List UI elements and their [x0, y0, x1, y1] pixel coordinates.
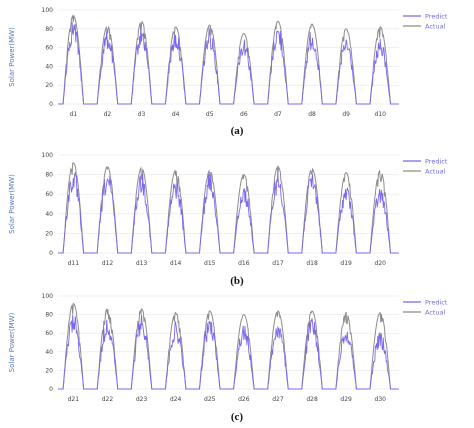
x-category-label: d13: [136, 260, 148, 267]
series-line-actual: [58, 302, 399, 390]
x-category-label: d23: [136, 396, 148, 403]
x-category-label: d7: [274, 111, 282, 118]
legend-label-predict: Predict: [425, 299, 448, 307]
panel-caption: (b): [230, 275, 244, 287]
legend: Predict Actual: [403, 13, 448, 31]
x-category-label: d3: [138, 111, 146, 118]
y-axis-title: Solar Power(MW): [8, 312, 16, 372]
chart-panel-3: 0 20 40 60 80 100 Solar Power(MW) d21 d22 d23 d24 d…: [8, 293, 448, 423]
x-category-label: d28: [306, 396, 318, 403]
x-category-label: d1: [70, 111, 78, 118]
legend-label-actual: Actual: [425, 309, 446, 317]
y-tick-label: 80: [45, 172, 53, 179]
x-category-label: d30: [375, 396, 387, 403]
y-tick-label: 100: [42, 7, 54, 14]
y-tick-label: 20: [45, 82, 53, 89]
y-tick-label: 40: [45, 211, 53, 218]
x-category-label: d9: [342, 111, 350, 118]
x-category-label: d5: [206, 111, 214, 118]
y-tick-label: 0: [49, 250, 53, 257]
x-category-label: d20: [375, 260, 387, 267]
y-tick-label: 60: [45, 330, 53, 337]
series-line-predict: [58, 314, 399, 390]
legend-label-actual: Actual: [425, 23, 446, 31]
y-tick-label: 0: [49, 386, 53, 393]
x-category-label: d24: [170, 396, 182, 403]
x-category-label: d21: [68, 396, 80, 403]
x-category-label: d18: [306, 260, 318, 267]
y-tick-label: 0: [49, 101, 53, 108]
y-tick-label: 40: [45, 349, 53, 356]
y-tick-label: 40: [45, 63, 53, 70]
panel-caption: (a): [231, 125, 244, 137]
legend-label-actual: Actual: [425, 168, 446, 176]
series-line-actual: [58, 162, 399, 254]
series-line-predict: [58, 21, 399, 105]
x-category-label: d8: [308, 111, 316, 118]
x-category-label: d6: [240, 111, 248, 118]
legend-label-predict: Predict: [425, 13, 448, 21]
x-category-label: d19: [340, 260, 352, 267]
x-category-label: d2: [104, 111, 112, 118]
legend: Predict Actual: [403, 158, 448, 176]
x-category-label: d22: [102, 396, 114, 403]
x-category-label: d10: [375, 111, 387, 118]
y-tick-label: 80: [45, 26, 53, 33]
x-category-label: d14: [170, 260, 182, 267]
x-category-label: d26: [238, 396, 250, 403]
y-tick-label: 60: [45, 191, 53, 198]
x-category-label: d11: [68, 260, 80, 267]
x-category-label: d4: [172, 111, 180, 118]
y-tick-label: 20: [45, 230, 53, 237]
legend: Predict Actual: [403, 299, 448, 317]
panel-caption: (c): [231, 411, 244, 423]
y-tick-label: 100: [42, 152, 54, 159]
chart-panel-2: 0 20 40 60 80 100 Solar Power(MW) d11 d12 d13 d14 d…: [8, 152, 448, 287]
x-category-label: d16: [238, 260, 250, 267]
x-category-label: d15: [204, 260, 216, 267]
series-line-predict: [58, 171, 399, 254]
series-line-actual: [58, 14, 399, 105]
x-category-label: d29: [340, 396, 352, 403]
y-tick-label: 20: [45, 367, 53, 374]
y-axis-title: Solar Power(MW): [8, 174, 16, 234]
y-tick-label: 60: [45, 45, 53, 52]
x-category-label: d17: [272, 260, 284, 267]
y-axis-title: Solar Power(MW): [8, 27, 16, 87]
chart-panel-1: 0 20 40 60 80 100 Solar Power(MW) d1 d2 d3 d4 d5 d6 d…: [8, 7, 448, 137]
x-category-label: d12: [102, 260, 114, 267]
x-category-label: d27: [272, 396, 284, 403]
y-tick-label: 80: [45, 312, 53, 319]
legend-label-predict: Predict: [425, 158, 448, 166]
y-tick-label: 100: [42, 293, 54, 300]
x-category-label: d25: [204, 396, 216, 403]
